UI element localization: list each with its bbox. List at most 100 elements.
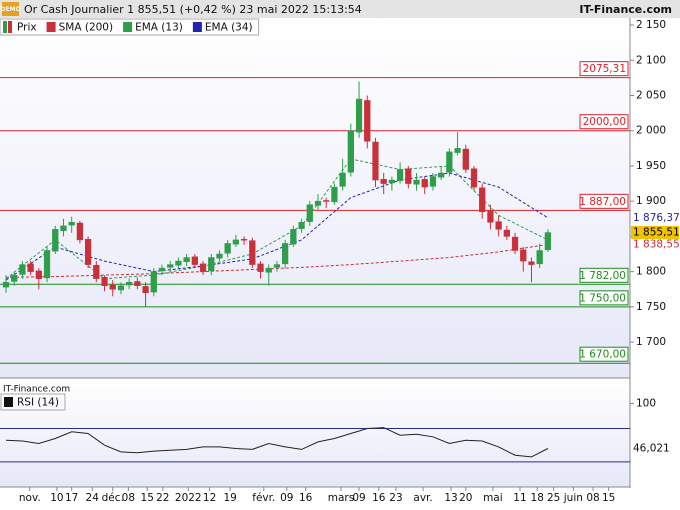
- candle-body: [380, 179, 387, 184]
- legend-swatch: [3, 21, 7, 33]
- candle-body: [298, 222, 305, 229]
- x-tick-label: 15: [602, 492, 615, 504]
- candle-body: [208, 257, 215, 272]
- candle-body: [224, 243, 231, 254]
- x-tick-label: 13: [444, 492, 457, 504]
- legend-swatch: [8, 21, 12, 33]
- candle-body: [487, 210, 494, 223]
- candle-body: [175, 260, 182, 266]
- level-label: 2075,31: [583, 63, 626, 75]
- x-tick-label: 17: [65, 492, 78, 504]
- candle-body: [339, 172, 346, 187]
- last-value-label: 1 876,37: [633, 212, 680, 224]
- candle-body: [240, 238, 248, 241]
- x-tick-label: 23: [389, 492, 402, 504]
- candle-body: [265, 267, 272, 273]
- x-tick-label: 12: [203, 492, 216, 504]
- candle-body: [27, 263, 34, 272]
- candle-body: [109, 284, 116, 290]
- candle-body: [331, 186, 338, 203]
- rsi-line: [5, 427, 549, 458]
- x-tick-label: 16: [299, 492, 313, 504]
- x-tick-label: févr.: [252, 492, 275, 504]
- x-tick-label: 19: [223, 492, 236, 504]
- x-tick-label: 08: [586, 492, 599, 504]
- candle-body: [52, 229, 59, 252]
- level-label-box: [579, 61, 629, 77]
- candle-body: [421, 179, 428, 188]
- indicator-line: [5, 172, 549, 281]
- y-tick-label: 1 950: [636, 160, 666, 172]
- x-tick-label: 20: [459, 492, 472, 504]
- candle-body: [347, 130, 354, 173]
- y-tick-label: 1 800: [636, 266, 666, 278]
- candle-body: [446, 151, 453, 173]
- logo-box: [2, 2, 19, 16]
- candle-body: [314, 200, 322, 206]
- level-label-box: [579, 114, 629, 130]
- y-tick-label: 1 900: [636, 195, 666, 207]
- candle-body: [536, 250, 543, 265]
- legend-label: EMA (13): [135, 22, 183, 34]
- last-value-box: [631, 226, 679, 240]
- candle-body: [2, 281, 10, 288]
- candle-body: [84, 238, 92, 265]
- candle-body: [413, 179, 420, 185]
- candle-body: [183, 257, 190, 263]
- last-value-box: [631, 211, 679, 225]
- candle-body: [429, 176, 437, 187]
- legend-box: [0, 393, 66, 411]
- candle-body: [126, 281, 133, 286]
- candle-body: [388, 179, 396, 184]
- candle-body: [167, 264, 174, 268]
- legend-swatch: [123, 22, 133, 32]
- candle-body: [454, 148, 461, 153]
- legend-label: SMA (200): [59, 22, 113, 34]
- candle-body: [396, 169, 404, 181]
- candle-body: [216, 253, 223, 259]
- legend-swatch: [46, 22, 56, 32]
- x-tick-label: 24: [86, 492, 100, 504]
- chart-title: Or Cash Journalier 1 855,51 (+0,42 %) 23…: [24, 3, 362, 16]
- level-label-box: [579, 267, 629, 283]
- y-tick-label: 1 750: [636, 301, 666, 313]
- candle-body: [306, 204, 313, 222]
- candle-body: [438, 172, 445, 178]
- last-value-label: 46,021: [633, 443, 670, 455]
- candle-body: [355, 98, 363, 133]
- legend-label: Prix: [17, 22, 37, 34]
- x-tick-label: 16: [372, 492, 386, 504]
- x-tick-label: avr.: [413, 492, 432, 504]
- candle-body: [191, 256, 198, 265]
- watermark: IT-Finance.com: [3, 385, 70, 395]
- legend-box: [0, 18, 260, 36]
- level-label: 1 670,00: [579, 349, 626, 361]
- x-tick-label: mars: [328, 492, 354, 504]
- candle-body: [19, 264, 26, 275]
- level-label-box: [579, 193, 629, 209]
- y-tick-label: 2 100: [636, 54, 666, 66]
- x-tick-label: 09: [280, 492, 293, 504]
- title-bar: [0, 0, 680, 18]
- candle-body: [199, 263, 207, 272]
- candle-body: [150, 271, 157, 293]
- x-tick-label: 25: [547, 492, 560, 504]
- candle-body: [528, 261, 535, 265]
- candle-body: [60, 225, 67, 232]
- candle-body: [257, 263, 264, 272]
- x-tick-label: mai: [483, 492, 503, 504]
- y-tick-label: 1 700: [636, 336, 666, 348]
- indicator-line: [5, 158, 549, 280]
- candle-body: [495, 221, 502, 230]
- y-tick-label: 2 000: [636, 125, 666, 137]
- candle-body: [503, 229, 510, 237]
- level-label: 1 782,00: [579, 270, 626, 282]
- level-label-box: [579, 290, 629, 306]
- logo: DEMO: [0, 6, 20, 13]
- candle-body: [405, 168, 412, 184]
- candle-body: [101, 277, 108, 286]
- legend: Prix SMA (200) EMA (13) EMA (34): [0, 18, 260, 36]
- x-tick-label: déc.: [102, 492, 124, 504]
- x-tick-label: 08: [122, 492, 135, 504]
- candle-body: [43, 250, 51, 279]
